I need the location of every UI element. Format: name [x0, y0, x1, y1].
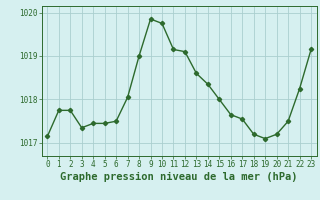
X-axis label: Graphe pression niveau de la mer (hPa): Graphe pression niveau de la mer (hPa) — [60, 172, 298, 182]
